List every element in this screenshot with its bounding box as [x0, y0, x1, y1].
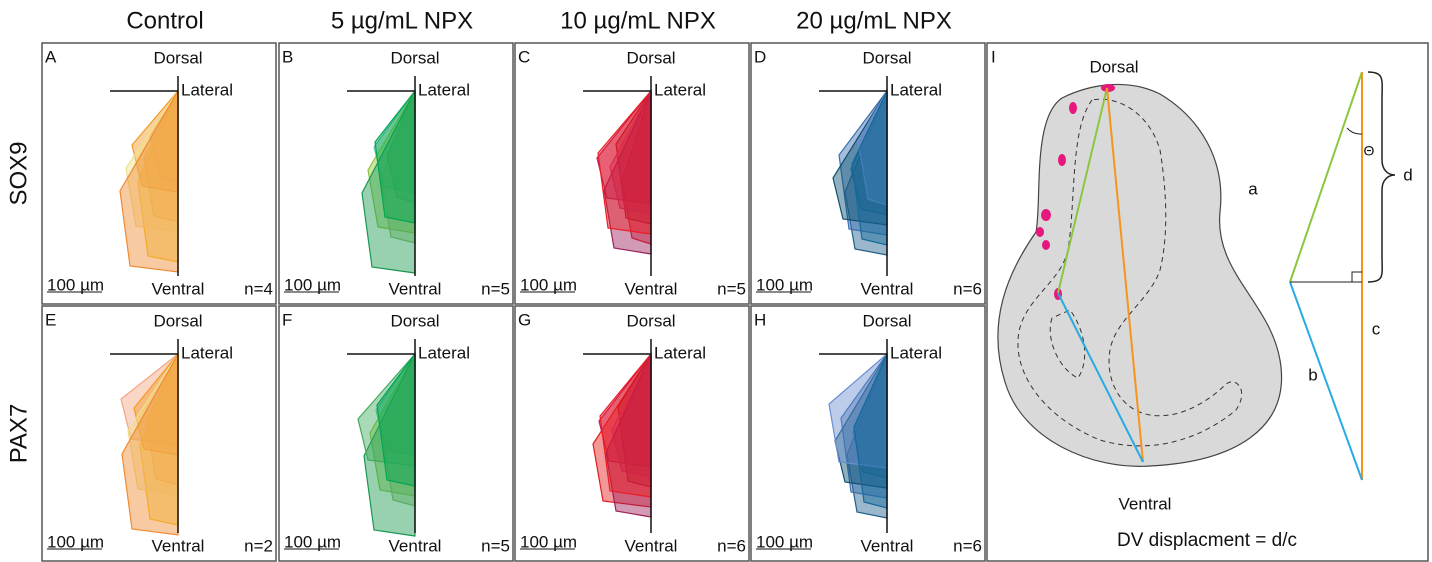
panel-letter: C — [518, 47, 530, 66]
scale-label: 100 µm — [47, 275, 104, 294]
scale-label: 100 µm — [284, 532, 341, 551]
n-label: n=5 — [717, 279, 746, 298]
ventral-label: Ventral — [861, 536, 914, 555]
right-angle — [1351, 271, 1362, 282]
lateral-label: Lateral — [418, 80, 470, 99]
ventral-label: Ventral — [861, 279, 914, 298]
panel-letter: I — [991, 47, 996, 66]
ventral-label: Ventral — [625, 536, 678, 555]
panel-letter: H — [754, 310, 766, 329]
ventral-label: Ventral — [152, 536, 205, 555]
side-label: b — [1308, 365, 1317, 384]
lateral-label: Lateral — [181, 343, 233, 362]
dorsal-label: Dorsal — [626, 48, 675, 67]
dorsal-label: Dorsal — [153, 48, 202, 67]
column-header: 20 µg/mL NPX — [796, 7, 952, 34]
row-label: PAX7 — [5, 404, 32, 464]
ventral-label: Ventral — [625, 279, 678, 298]
dorsal-label: Dorsal — [390, 48, 439, 67]
lateral-label: Lateral — [890, 343, 942, 362]
panel-letter: F — [282, 310, 292, 329]
n-label: n=2 — [244, 536, 273, 555]
panel-frame — [278, 305, 514, 562]
brace — [1367, 71, 1396, 283]
inner-outline — [1017, 98, 1243, 447]
panel-frame — [41, 42, 277, 305]
ventral-label: Ventral — [152, 279, 205, 298]
scale-label: 100 µm — [756, 275, 813, 294]
lateral-label: Lateral — [654, 80, 706, 99]
formula: DV displacment = d/c — [1117, 530, 1297, 551]
panel-frame — [750, 42, 986, 305]
dorsal-label: Dorsal — [153, 311, 202, 330]
row-label: SOX9 — [5, 141, 32, 205]
ventral-label: Ventral — [389, 536, 442, 555]
lateral-label: Lateral — [654, 343, 706, 362]
scale-label: 100 µm — [520, 275, 577, 294]
line-b — [1057, 292, 1144, 463]
panel-frame — [278, 42, 514, 305]
dorsal-label: Dorsal — [862, 48, 911, 67]
panel-letter: E — [45, 310, 56, 329]
n-label: n=6 — [717, 536, 746, 555]
side-label: d — [1403, 165, 1412, 184]
dorsal-label: Dorsal — [626, 311, 675, 330]
angle-shape — [119, 88, 179, 273]
scale-label: 100 µm — [284, 275, 341, 294]
n-label: n=6 — [953, 279, 982, 298]
spinal-cord — [997, 83, 1283, 467]
line-a — [1057, 87, 1108, 294]
ventral-label: Ventral — [1119, 494, 1172, 513]
side-label: a — [1248, 179, 1258, 198]
column-header: Control — [126, 7, 203, 34]
panel-letter: A — [45, 47, 57, 66]
n-label: n=5 — [481, 536, 510, 555]
inner-outline — [1049, 309, 1086, 379]
dorsal-label: Dorsal — [390, 311, 439, 330]
lateral-label: Lateral — [890, 80, 942, 99]
n-label: n=5 — [481, 279, 510, 298]
panel-frame — [514, 305, 750, 562]
angle-shape — [597, 89, 652, 235]
angle-label: Θ — [1364, 143, 1375, 159]
column-header: 5 µg/mL NPX — [331, 7, 473, 34]
angle-shape — [599, 352, 652, 498]
panel-frame — [986, 42, 1429, 562]
lateral-label: Lateral — [418, 343, 470, 362]
dorsal-label: Dorsal — [862, 311, 911, 330]
scale-label: 100 µm — [47, 532, 104, 551]
line-b — [1289, 281, 1363, 481]
line-c — [1106, 87, 1144, 463]
column-header: 10 µg/mL NPX — [560, 7, 716, 34]
panel-letter: D — [754, 47, 766, 66]
dorsal-label: Dorsal — [1089, 57, 1138, 76]
lateral-label: Lateral — [181, 80, 233, 99]
panel-frame — [750, 305, 986, 562]
n-label: n=4 — [244, 279, 273, 298]
panel-letter: G — [518, 310, 531, 329]
scale-label: 100 µm — [520, 532, 577, 551]
n-label: n=6 — [953, 536, 982, 555]
scale-label: 100 µm — [756, 532, 813, 551]
panel-frame — [514, 42, 750, 305]
side-label: c — [1372, 319, 1381, 338]
panel-frame — [41, 305, 277, 562]
panel-letter: B — [282, 47, 293, 66]
line-a — [1289, 71, 1363, 283]
angle-arc — [1346, 127, 1363, 135]
ventral-label: Ventral — [389, 279, 442, 298]
